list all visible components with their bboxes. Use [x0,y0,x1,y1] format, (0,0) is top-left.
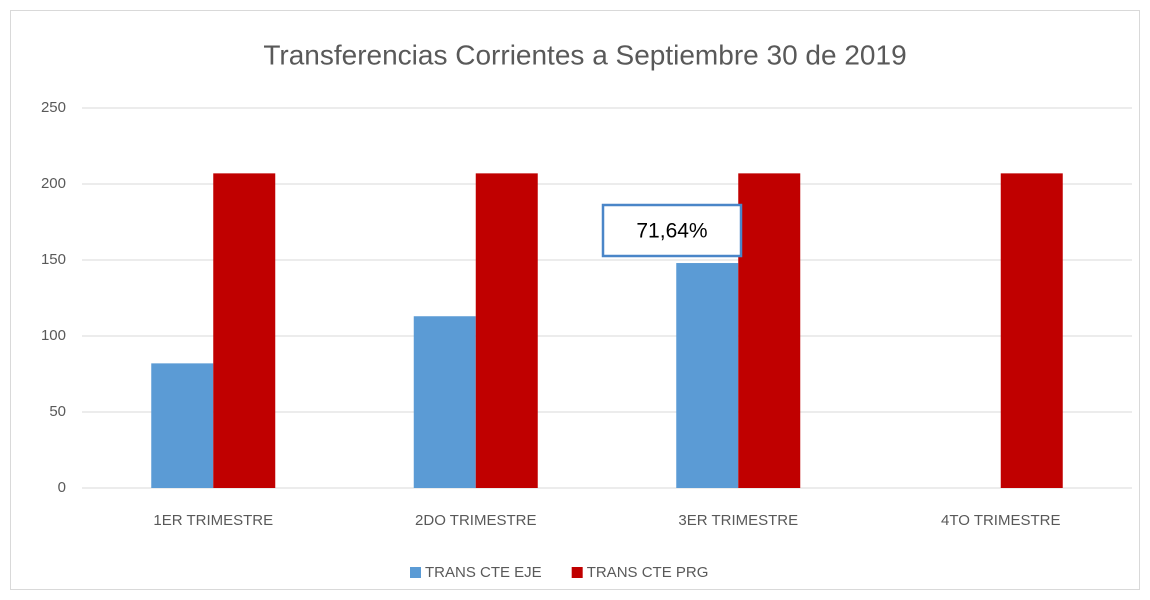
bar [151,363,214,488]
y-tick-label: 50 [49,403,66,420]
bar [213,173,276,489]
x-tick-label: 2DO TRIMESTRE [415,512,536,529]
chart-border [10,10,1140,590]
x-tick-label: 4TO TRIMESTRE [941,512,1060,529]
legend-swatch [571,567,583,578]
y-tick-label: 150 [41,251,66,268]
bar [738,173,801,489]
chart-title: Transferencias Corrientes a Septiembre 3… [263,39,906,70]
legend-swatch [410,567,421,578]
y-tick-label: 250 [41,99,66,116]
bar [1000,173,1063,489]
annotation: 71,64% [636,220,707,243]
bar [475,173,538,489]
x-tick-label: 1ER TRIMESTRE [153,512,273,529]
legend-label: TRANS CTE PRG [587,564,709,581]
bar [676,263,739,488]
y-tick-label: 0 [58,479,66,496]
annotation-box [601,203,743,258]
legend-label: TRANS CTE EJE [425,564,542,581]
y-tick-label: 100 [41,327,66,344]
x-tick-label: 3ER TRIMESTRE [678,512,798,529]
y-tick-label: 200 [41,175,66,192]
bar [413,316,476,488]
